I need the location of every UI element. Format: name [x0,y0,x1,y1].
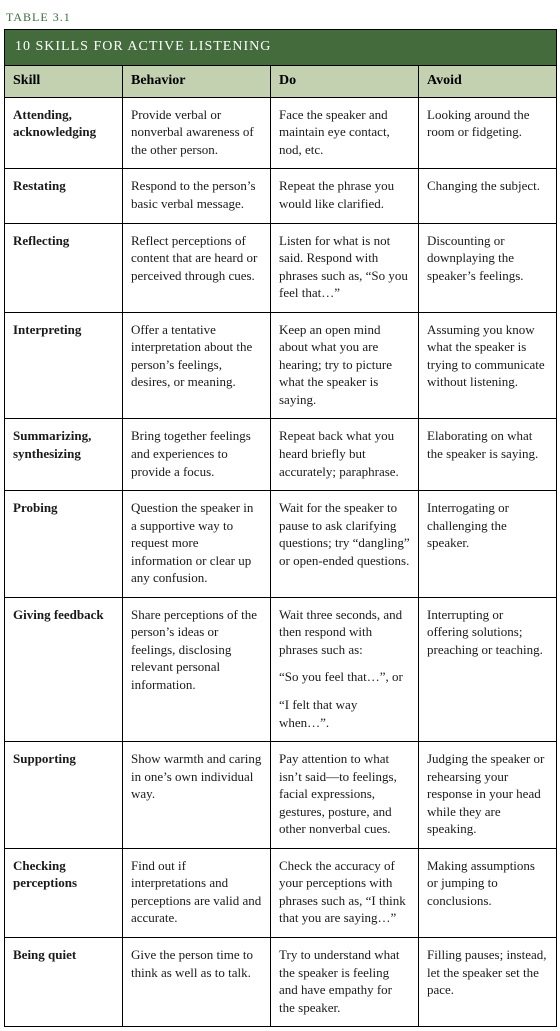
table-label: TABLE 3.1 [6,10,556,25]
cell-skill: Checking perceptions [5,848,123,937]
cell-behavior: Provide verbal or nonverbal awareness of… [123,97,271,169]
cell-do: Check the accuracy of your perceptions w… [271,848,419,937]
cell-skill: Reflecting [5,223,123,312]
cell-do: Wait three seconds, and then respond wit… [271,597,419,741]
header-do: Do [271,65,419,97]
cell-behavior: Show warmth and caring in one’s own indi… [123,742,271,849]
cell-behavior: Offer a tentative interpretation about t… [123,312,271,419]
cell-skill: Supporting [5,742,123,849]
table-row: Checking perceptionsFind out if interpre… [5,848,557,937]
cell-behavior: Share perceptions of the person’s ideas … [123,597,271,741]
cell-avoid: Interrogating or challenging the speaker… [419,491,557,598]
cell-behavior: Give the person time to think as well as… [123,938,271,1027]
cell-behavior: Bring together feelings and experiences … [123,419,271,491]
cell-behavior: Question the speaker in a supportive way… [123,491,271,598]
cell-do: Listen for what is not said. Respond wit… [271,223,419,312]
cell-skill: Restating [5,169,123,223]
cell-avoid: Interrupting or offering solutions; prea… [419,597,557,741]
cell-skill: Interpreting [5,312,123,419]
cell-do-line: “I felt that way when…”. [279,696,410,731]
cell-do: Repeat back what you heard briefly but a… [271,419,419,491]
cell-do: Repeat the phrase you would like clarifi… [271,169,419,223]
cell-do: Face the speaker and maintain eye contac… [271,97,419,169]
cell-avoid: Filling pauses; instead, let the speaker… [419,938,557,1027]
table-row: Being quietGive the person time to think… [5,938,557,1027]
cell-behavior: Respond to the person’s basic verbal mes… [123,169,271,223]
cell-avoid: Making assumptions or jumping to conclus… [419,848,557,937]
table-row: InterpretingOffer a tentative interpreta… [5,312,557,419]
table-row: Attending, acknowledgingProvide verbal o… [5,97,557,169]
cell-avoid: Assuming you know what the speaker is tr… [419,312,557,419]
cell-do: Try to understand what the speaker is fe… [271,938,419,1027]
table-title: 10 SKILLS FOR ACTIVE LISTENING [5,30,557,66]
cell-skill: Attending, acknowledging [5,97,123,169]
header-behavior: Behavior [123,65,271,97]
header-skill: Skill [5,65,123,97]
cell-avoid: Elaborating on what the speaker is sayin… [419,419,557,491]
cell-do: Pay attention to what isn’t said—to feel… [271,742,419,849]
table-row: RestatingRespond to the person’s basic v… [5,169,557,223]
header-avoid: Avoid [419,65,557,97]
cell-avoid: Looking around the room or fidgeting. [419,97,557,169]
skills-table: 10 SKILLS FOR ACTIVE LISTENING Skill Beh… [4,29,557,1027]
cell-do: Keep an open mind about what you are hea… [271,312,419,419]
cell-avoid: Discounting or downplaying the speaker’s… [419,223,557,312]
cell-do-line: Wait three seconds, and then respond wit… [279,606,410,659]
table-row: ProbingQuestion the speaker in a support… [5,491,557,598]
cell-do-line: “So you feel that…”, or [279,668,410,686]
cell-skill: Being quiet [5,938,123,1027]
cell-behavior: Reflect perceptions of content that are … [123,223,271,312]
cell-behavior: Find out if interpretations and percepti… [123,848,271,937]
table-title-row: 10 SKILLS FOR ACTIVE LISTENING [5,30,557,66]
cell-skill: Giving feedback [5,597,123,741]
cell-do: Wait for the speaker to pause to ask cla… [271,491,419,598]
table-row: Summarizing, synthesizingBring together … [5,419,557,491]
cell-skill: Summarizing, synthesizing [5,419,123,491]
table-row: Giving feedbackShare perceptions of the … [5,597,557,741]
cell-avoid: Changing the subject. [419,169,557,223]
cell-avoid: Judging the speaker or rehearsing your r… [419,742,557,849]
table-row: SupportingShow warmth and caring in one’… [5,742,557,849]
table-row: ReflectingReflect perceptions of content… [5,223,557,312]
table-header-row: Skill Behavior Do Avoid [5,65,557,97]
cell-skill: Probing [5,491,123,598]
